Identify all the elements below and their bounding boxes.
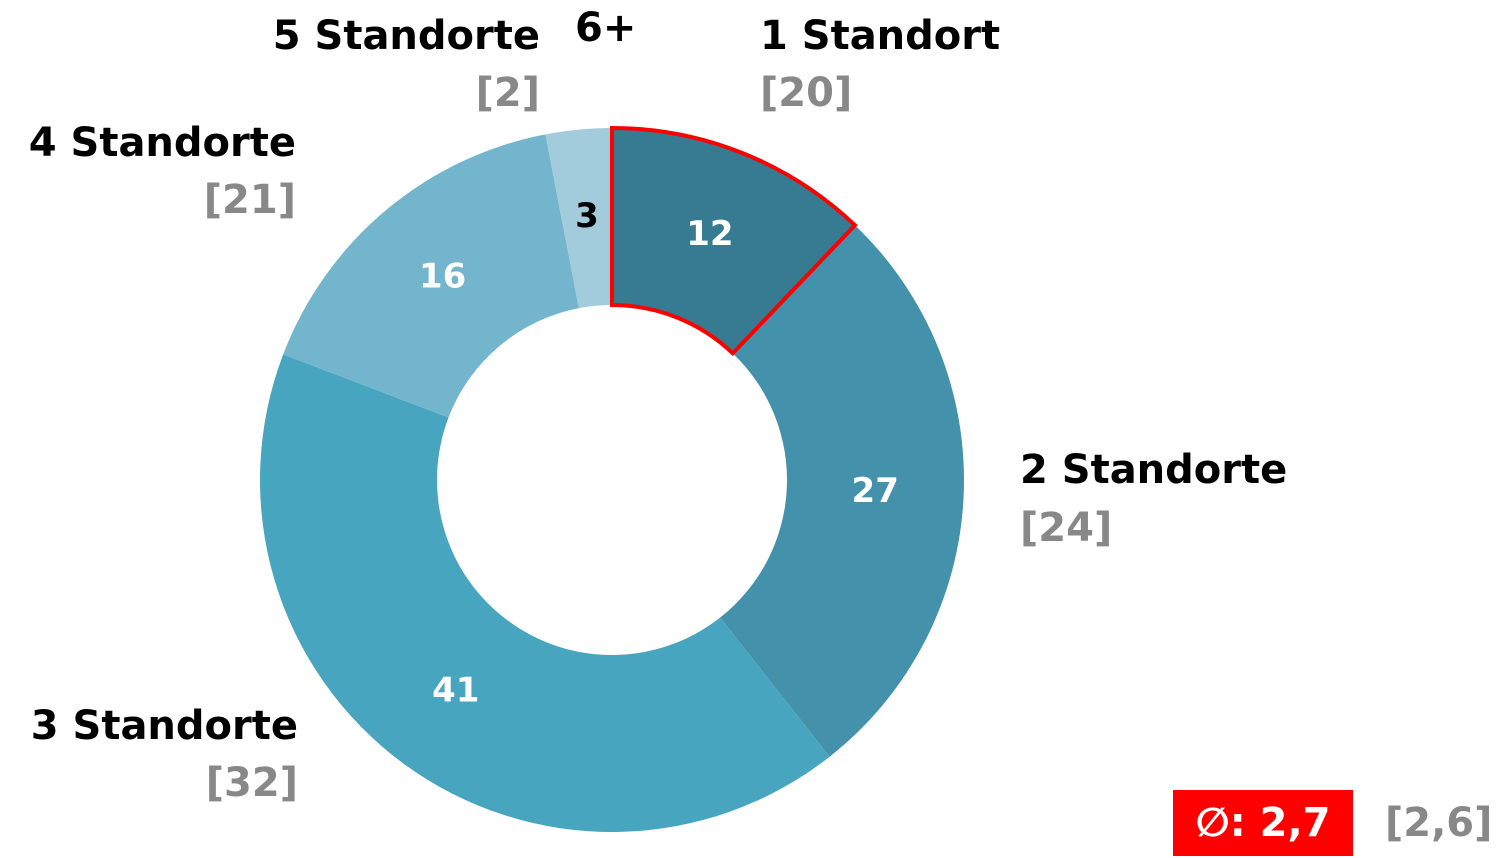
- category-label: 3 Standorte: [31, 703, 298, 749]
- category-label: 6+: [575, 5, 636, 51]
- slice: [260, 354, 830, 832]
- previous-label: [20]: [760, 70, 852, 116]
- data-label: 27: [852, 471, 899, 511]
- previous-label: [2]: [476, 70, 540, 116]
- category-label: 2 Standorte: [1020, 447, 1287, 493]
- average: ∅: 2,7: [1195, 800, 1330, 846]
- highlight-outline: [610, 125, 858, 357]
- category-label: 4 Standorte: [29, 120, 296, 166]
- slice: [545, 128, 612, 309]
- slice: [283, 134, 579, 418]
- previous-label: [24]: [1020, 505, 1112, 551]
- data-label: 12: [686, 214, 733, 254]
- data-label: 41: [432, 671, 479, 711]
- slice: [612, 128, 855, 354]
- category-label: 1 Standort: [760, 13, 1000, 59]
- previous-label: [32]: [206, 760, 298, 806]
- slice: [720, 225, 964, 757]
- data-label: 16: [419, 257, 466, 297]
- previous-average: [2,6]: [1385, 800, 1492, 846]
- previous-label: [21]: [204, 177, 296, 223]
- average-box: [1173, 790, 1353, 856]
- data-label: 3: [575, 196, 599, 236]
- category-label: 5 Standorte: [273, 13, 540, 59]
